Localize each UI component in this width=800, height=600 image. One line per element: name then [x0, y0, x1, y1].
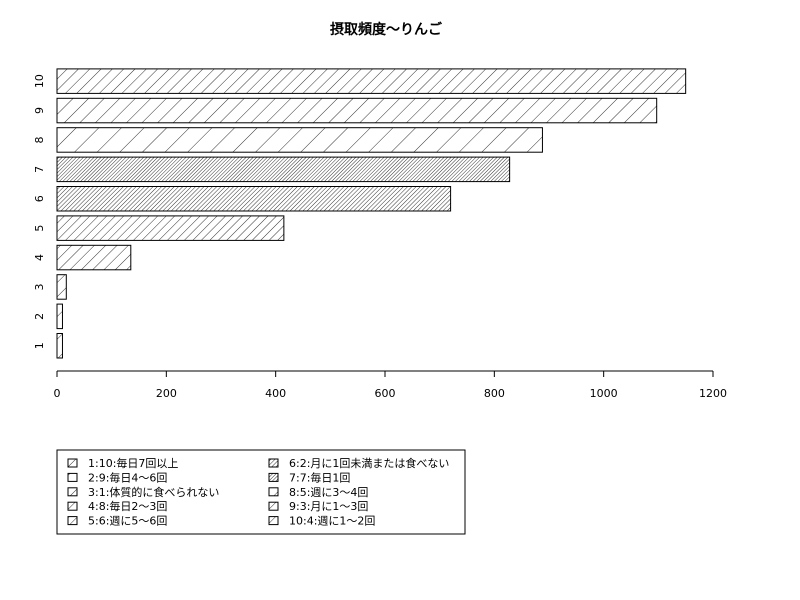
- x-axis: 0 200 400 600 800 1000 1200: [54, 370, 727, 400]
- legend-label: 6:2:月に1回未満または食べない: [289, 456, 449, 470]
- bar-9: [56, 97, 658, 124]
- x-tick-label: 1000: [590, 387, 618, 400]
- y-tick-label: 1: [33, 342, 46, 349]
- x-tick-label: 1200: [699, 387, 727, 400]
- legend-label: 3:1:体質的に食べられない: [88, 485, 219, 499]
- x-tick-label: 600: [375, 387, 396, 400]
- chart-title: 摂取頻度〜りんご: [330, 21, 443, 38]
- x-tick-label: 800: [484, 387, 505, 400]
- bar-5: [56, 215, 285, 241]
- legend-label: 7:7:毎日1回: [289, 471, 350, 484]
- bar-6: [56, 186, 452, 212]
- bar-2: [56, 303, 63, 330]
- legend-swatch: [67, 472, 78, 482]
- y-tick-label: 8: [33, 136, 46, 143]
- y-tick-label: 3: [33, 283, 46, 290]
- y-tick-label: 7: [33, 166, 46, 173]
- legend: 1:10:毎日7回以上2:9:毎日4〜6回3:1:体質的に食べられない4:8:毎…: [56, 449, 466, 535]
- y-tick-label: 2: [33, 313, 46, 320]
- legend-swatch: [268, 501, 279, 511]
- y-tick-labels: 1 2 3 4 5 6 7 8 9 10: [33, 74, 46, 349]
- legend-label: 2:9:毎日4〜6回: [88, 471, 167, 484]
- legend-swatch: [67, 487, 78, 497]
- legend-swatch: [268, 487, 279, 497]
- legend-swatch: [67, 458, 78, 468]
- bar-3: [56, 274, 67, 300]
- bar-1: [56, 333, 63, 359]
- legend-swatch: [268, 458, 279, 468]
- bars-group: [56, 68, 687, 359]
- y-tick-label: 4: [33, 254, 46, 261]
- legend-label: 10:4:週に1〜2回: [289, 515, 375, 528]
- legend-label: 9:3:月に1〜3回: [289, 500, 368, 513]
- bar-10: [56, 68, 687, 94]
- x-tick-label: 200: [156, 387, 177, 400]
- y-tick-label: 6: [33, 195, 46, 202]
- legend-box: [56, 449, 466, 535]
- y-tick-label: 10: [33, 74, 46, 88]
- legend-label: 4:8:毎日2〜3回: [88, 500, 167, 513]
- legend-swatch: [268, 472, 279, 482]
- legend-label: 8:5:週に3〜4回: [289, 486, 368, 499]
- legend-swatch: [268, 516, 279, 526]
- bar-4: [56, 244, 132, 271]
- legend-swatch: [67, 516, 78, 526]
- x-tick-label: 400: [265, 387, 286, 400]
- legend-label: 1:10:毎日7回以上: [88, 457, 178, 470]
- legend-label: 5:6:週に5〜6回: [88, 515, 167, 528]
- legend-swatch: [67, 501, 78, 511]
- bar-7: [56, 156, 511, 183]
- y-tick-label: 5: [33, 225, 46, 232]
- y-tick-label: 9: [33, 107, 46, 114]
- x-tick-label: 0: [54, 387, 61, 400]
- bar-8: [56, 127, 543, 153]
